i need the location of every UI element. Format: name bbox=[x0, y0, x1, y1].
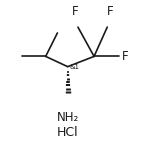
Text: &1: &1 bbox=[69, 64, 79, 70]
Text: NH₂: NH₂ bbox=[57, 111, 79, 124]
Text: F: F bbox=[122, 50, 129, 63]
Text: F: F bbox=[72, 5, 78, 18]
Text: F: F bbox=[107, 5, 114, 18]
Text: HCl: HCl bbox=[57, 126, 78, 139]
